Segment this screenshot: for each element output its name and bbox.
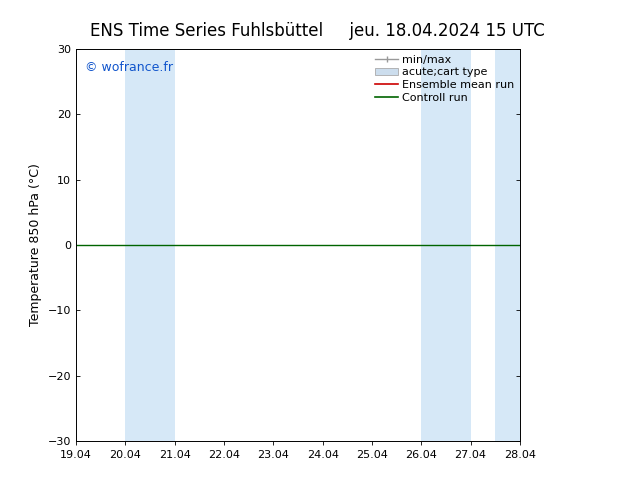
- Bar: [126, 49, 175, 441]
- Y-axis label: Temperature 850 hPa (°C): Temperature 850 hPa (°C): [29, 164, 42, 326]
- Bar: [421, 49, 470, 441]
- Bar: [495, 49, 545, 441]
- Text: ENS Time Series Fuhlsbüttel     jeu. 18.04.2024 15 UTC: ENS Time Series Fuhlsbüttel jeu. 18.04.2…: [89, 22, 545, 40]
- Text: © wofrance.fr: © wofrance.fr: [85, 61, 173, 74]
- Legend: min/max, acute;cart type, Ensemble mean run, Controll run: min/max, acute;cart type, Ensemble mean …: [373, 52, 517, 105]
